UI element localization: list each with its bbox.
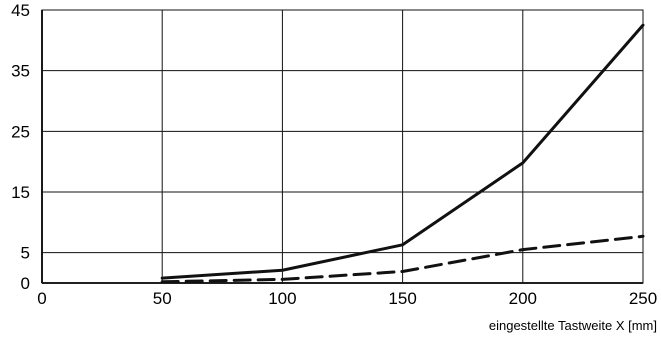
x-tick-label-0: 0 [37,289,46,308]
x-tick-label-250: 250 [629,289,657,308]
y-tick-label-45: 45 [11,1,30,20]
series-layer [160,23,645,284]
axes-layer [41,9,644,284]
x-tick-label-100: 100 [268,289,296,308]
plot-frame [41,9,644,284]
y-tick-label-15: 15 [11,183,30,202]
y-tick-label-0: 0 [21,274,30,293]
x-axis-title: eingestellte Tastweite X [mm] [489,318,657,333]
x-tick-label-150: 150 [388,289,416,308]
label-layer: eingestellte Tastweite X [mm] 0 50 100 150 2… [11,1,657,333]
x-tick-label-50: 50 [153,289,172,308]
x-tick-label-200: 200 [509,289,537,308]
grid-layer [41,9,644,284]
solid-series-line [160,23,645,280]
dashed-series-line [160,234,645,284]
y-tick-label-5: 5 [21,244,30,263]
y-tick-label-35: 35 [11,62,30,81]
y-tick-label-25: 25 [11,122,30,141]
